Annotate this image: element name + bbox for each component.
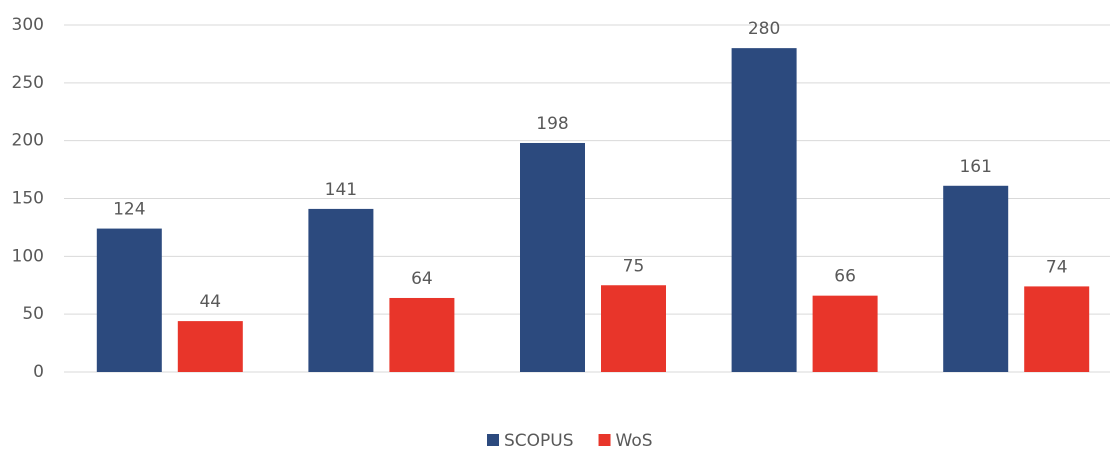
data-label: 161 bbox=[959, 157, 991, 177]
bar bbox=[96, 228, 162, 372]
bar bbox=[601, 285, 666, 372]
bar bbox=[731, 48, 797, 373]
y-tick-label: 0 bbox=[33, 362, 44, 382]
data-label: 64 bbox=[411, 269, 433, 289]
y-tick-label: 300 bbox=[12, 15, 44, 35]
data-label: 66 bbox=[834, 267, 856, 287]
bar bbox=[389, 297, 455, 372]
y-tick-label: 100 bbox=[12, 246, 44, 266]
bar bbox=[1024, 286, 1090, 372]
y-tick-label: 50 bbox=[22, 304, 44, 324]
legend-label: SCOPUS bbox=[504, 431, 574, 450]
legend-swatch bbox=[487, 434, 499, 446]
legend-label: WoS bbox=[616, 431, 653, 450]
bar bbox=[812, 295, 878, 372]
data-label: 44 bbox=[199, 292, 221, 312]
data-label: 141 bbox=[325, 180, 357, 200]
data-label: 74 bbox=[1046, 257, 1068, 277]
y-tick-label: 250 bbox=[12, 73, 44, 93]
bar bbox=[308, 208, 374, 372]
data-label: 280 bbox=[748, 19, 780, 39]
bar bbox=[520, 142, 585, 372]
bar bbox=[943, 185, 1009, 372]
bar bbox=[177, 321, 243, 372]
legend-swatch bbox=[598, 434, 611, 446]
data-label: 75 bbox=[623, 256, 645, 276]
data-label: 198 bbox=[536, 114, 568, 134]
data-label: 124 bbox=[113, 200, 145, 220]
y-tick-label: 200 bbox=[12, 131, 44, 151]
y-tick-label: 150 bbox=[12, 189, 44, 209]
